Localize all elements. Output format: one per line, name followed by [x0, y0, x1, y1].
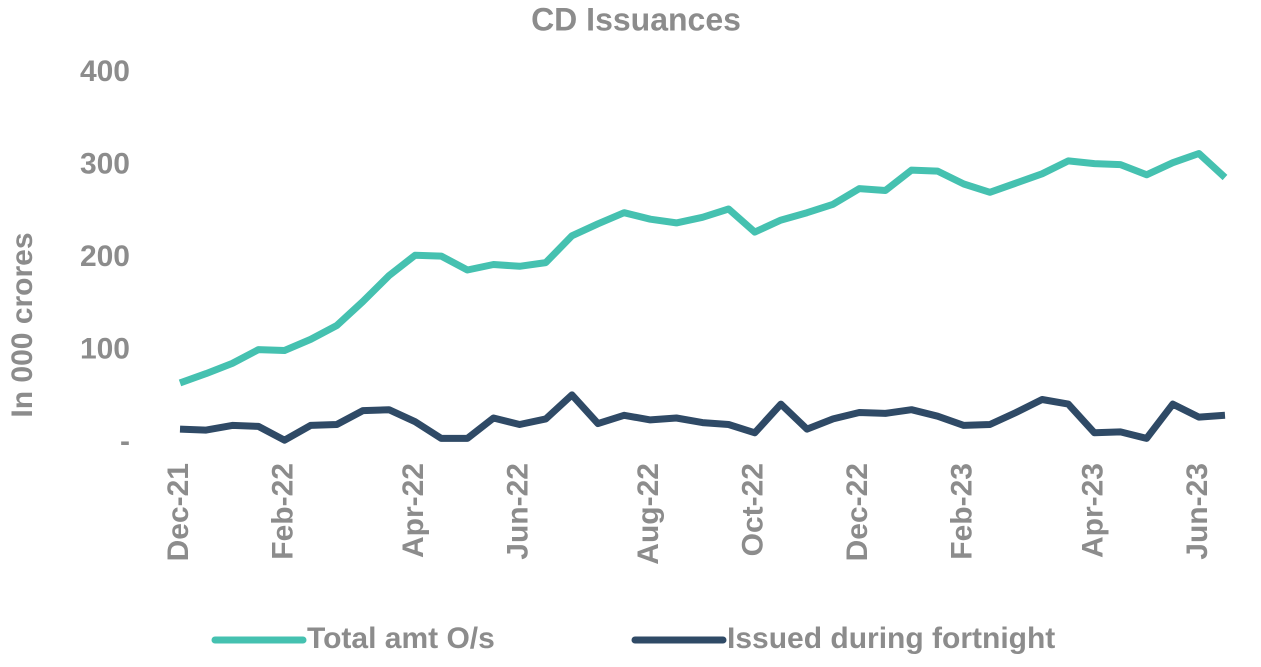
- chart-title: CD Issuances: [531, 1, 741, 37]
- line-series: [179, 391, 1226, 444]
- y-tick-label: 200: [80, 240, 130, 273]
- x-tick-label: Apr-23: [1076, 463, 1109, 558]
- legend-label: Issued during fortnight: [727, 622, 1055, 655]
- x-tick-label: Jun-22: [502, 463, 535, 560]
- x-tick-label: Jun-23: [1181, 463, 1214, 560]
- x-tick-label: Apr-22: [397, 463, 430, 558]
- x-tick-label: Dec-21: [162, 463, 195, 561]
- y-tick-label: -: [120, 425, 130, 458]
- y-tick-label: 100: [80, 332, 130, 365]
- y-tick-label: 400: [80, 55, 130, 88]
- x-tick-label: Aug-22: [632, 463, 665, 565]
- legend-label: Total amt O/s: [307, 622, 495, 655]
- x-tick-label: Dec-22: [841, 463, 874, 561]
- y-tick-label: 300: [80, 147, 130, 180]
- x-tick-label: Feb-22: [266, 463, 299, 560]
- x-tick-label: Oct-22: [737, 463, 770, 556]
- line-series: [178, 150, 1228, 387]
- x-tick-label: Feb-23: [946, 463, 979, 560]
- y-axis-label: In 000 crores: [6, 232, 39, 417]
